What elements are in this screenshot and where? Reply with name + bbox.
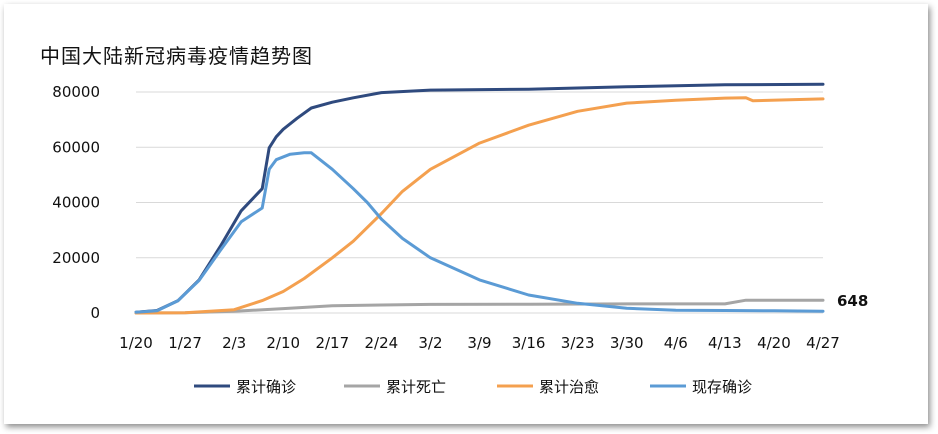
y-tick-label: 0 bbox=[90, 304, 100, 322]
x-tick-label: 3/16 bbox=[512, 334, 546, 352]
x-tick-label: 4/20 bbox=[757, 334, 791, 352]
x-tick-label: 2/24 bbox=[365, 334, 399, 352]
legend-label: 累计死亡 bbox=[386, 378, 446, 396]
legend-label: 现存确诊 bbox=[692, 378, 752, 396]
annotations: 648 bbox=[837, 292, 868, 310]
x-tick-label: 2/10 bbox=[266, 334, 300, 352]
x-tick-label: 3/30 bbox=[610, 334, 644, 352]
x-tick-label: 4/13 bbox=[708, 334, 742, 352]
x-tick-label: 4/6 bbox=[664, 334, 688, 352]
x-axis-ticks: 1/20 1/27 2/3 2/10 2/17 2/24 3/2 3/9 3/16 3/23 3/3… bbox=[119, 334, 840, 352]
series-line bbox=[134, 96, 825, 315]
legend-label: 累计确诊 bbox=[236, 378, 296, 396]
series-lines bbox=[134, 82, 825, 315]
y-tick-label: 80000 bbox=[52, 83, 100, 101]
x-tick-label: 3/9 bbox=[467, 334, 491, 352]
x-tick-label: 2/3 bbox=[222, 334, 246, 352]
chart-title: 中国大陆新冠病毒疫情趋势图 bbox=[40, 44, 313, 68]
x-tick-label: 1/20 bbox=[119, 334, 153, 352]
chart-panel: 中国大陆新冠病毒疫情趋势图 0 20000 40000 60000 80000 1/20… bbox=[4, 4, 928, 424]
y-axis-ticks: 0 20000 40000 60000 80000 bbox=[52, 83, 100, 322]
y-tick-label: 60000 bbox=[52, 138, 100, 156]
x-tick-label: 4/27 bbox=[806, 334, 840, 352]
x-tick-label: 3/2 bbox=[418, 334, 442, 352]
x-tick-label: 1/27 bbox=[168, 334, 202, 352]
y-tick-label: 20000 bbox=[52, 249, 100, 267]
legend: 累计确诊 累计死亡 累计治愈 现存确诊 bbox=[194, 378, 752, 396]
current-confirmed-annotation: 648 bbox=[837, 292, 868, 310]
line-chart: 0 20000 40000 60000 80000 1/20 1/27 2/3 2/10 2/1… bbox=[52, 82, 868, 396]
x-tick-label: 2/17 bbox=[315, 334, 349, 352]
series-line bbox=[134, 82, 825, 314]
legend-label: 累计治愈 bbox=[539, 378, 599, 396]
x-tick-label: 3/23 bbox=[561, 334, 595, 352]
y-tick-label: 40000 bbox=[52, 194, 100, 212]
series-line bbox=[134, 151, 825, 314]
